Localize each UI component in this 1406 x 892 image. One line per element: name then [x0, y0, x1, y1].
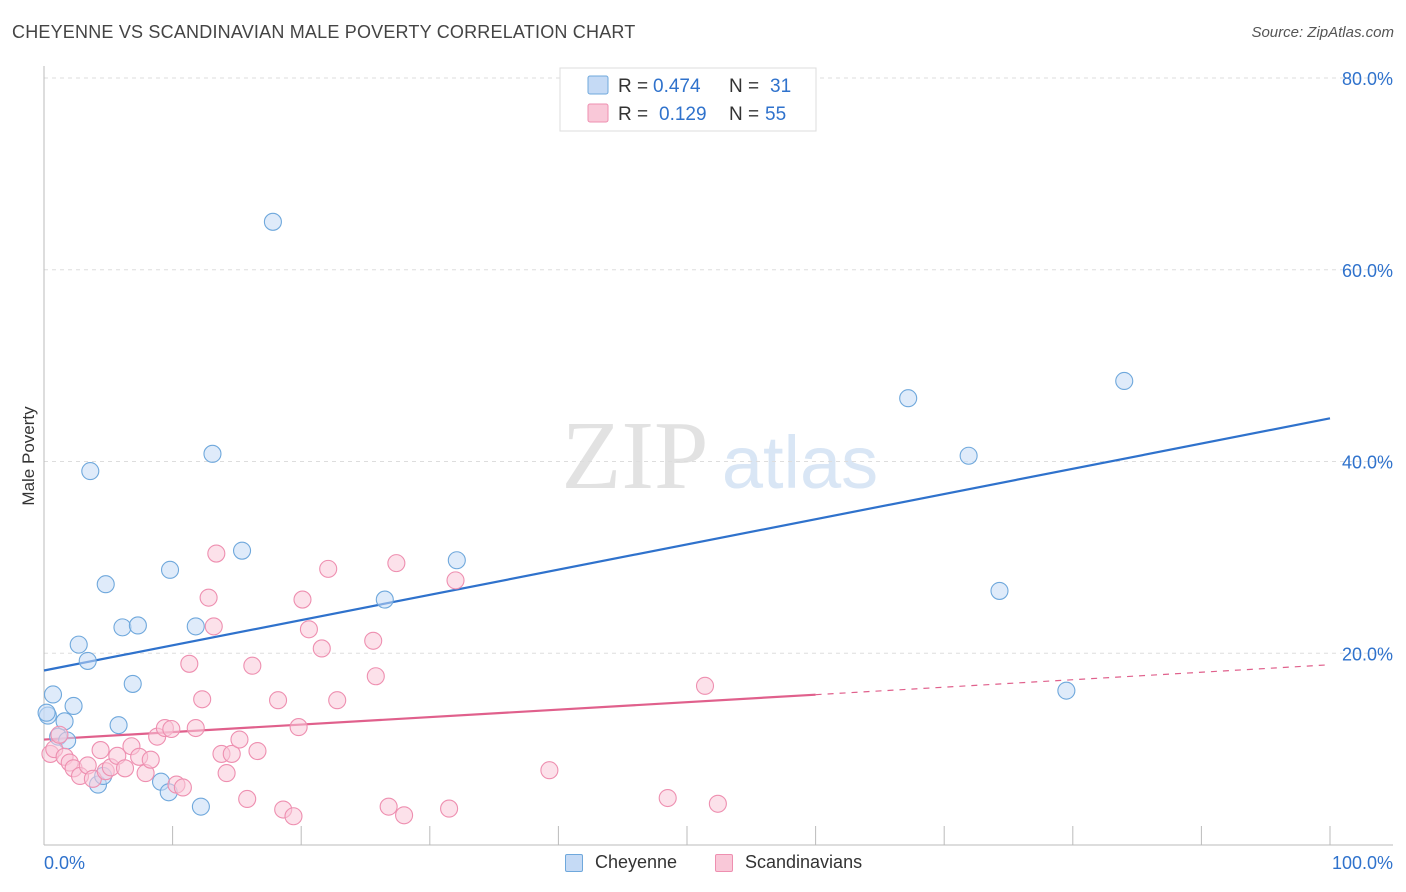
legend-n-value-scandinavians: 55	[765, 104, 786, 125]
point-cheyenne	[96, 575, 115, 594]
point-scandinavians	[248, 741, 267, 761]
y-tick-label: 20.0%	[1342, 644, 1393, 664]
point-scandinavians	[230, 730, 249, 749]
x-tick-label-min: 0.0%	[44, 853, 85, 873]
bottom-legend-swatch-cheyenne	[565, 853, 583, 872]
bottom-legend-label-cheyenne: Cheyenne	[595, 852, 678, 872]
point-scandinavians	[180, 654, 199, 673]
point-cheyenne	[43, 685, 63, 704]
point-cheyenne	[123, 674, 142, 693]
point-cheyenne	[990, 581, 1009, 600]
chart-title: CHEYENNE VS SCANDINAVIAN MALE POVERTY CO…	[12, 22, 636, 42]
point-cheyenne	[232, 541, 252, 560]
point-scandinavians	[319, 559, 338, 578]
trend-line-dashed-scandinavians	[815, 664, 1331, 696]
point-cheyenne	[128, 616, 147, 635]
bottom-legend: Cheyenne Scandinavians	[0, 852, 1406, 876]
bottom-legend-label-scandinavians: Scandinavians	[745, 852, 863, 872]
point-cheyenne	[203, 444, 222, 463]
y-axis-label: Male Poverty	[19, 406, 38, 506]
point-scandinavians	[269, 691, 288, 710]
bottom-legend-swatch-scandinavians	[715, 853, 733, 872]
legend: R = 0.474 N = 31 R = 0.129 N = 55	[559, 67, 817, 132]
point-scandinavians	[173, 778, 192, 797]
point-scandinavians	[199, 588, 218, 607]
legend-r-label-scandinavians: R =	[618, 104, 648, 125]
point-scandinavians	[312, 639, 331, 658]
point-scandinavians	[50, 725, 69, 744]
point-scandinavians	[328, 691, 347, 710]
watermark-atlas: atlas	[722, 421, 878, 504]
point-scandinavians	[299, 620, 318, 639]
point-scandinavians	[91, 741, 110, 760]
point-cheyenne	[81, 462, 100, 481]
point-scandinavians	[440, 799, 459, 818]
y-tick-label: 40.0%	[1342, 453, 1393, 473]
point-scandinavians	[387, 554, 406, 573]
x-tick-label-max: 100.0%	[1332, 853, 1393, 873]
point-scandinavians	[446, 571, 465, 590]
point-cheyenne	[1115, 371, 1134, 391]
bottom-legend-scandinavians: Scandinavians	[715, 852, 862, 873]
legend-n-label-scandinavians: N =	[729, 104, 759, 125]
point-cheyenne	[160, 560, 180, 579]
legend-swatch-cheyenne	[587, 75, 609, 95]
point-scandinavians	[238, 789, 257, 809]
point-scandinavians	[115, 759, 135, 778]
point-scandinavians	[540, 761, 559, 780]
point-cheyenne	[37, 703, 56, 722]
point-cheyenne	[899, 389, 918, 408]
y-tick-label: 60.0%	[1342, 261, 1393, 281]
point-scandinavians	[193, 690, 212, 709]
point-scandinavians	[395, 806, 414, 825]
point-scandinavians	[162, 719, 181, 739]
point-scandinavians	[222, 744, 241, 763]
legend-swatch-scandinavians	[587, 103, 609, 123]
legend-r-label-cheyenne: R =	[618, 76, 648, 97]
point-cheyenne	[959, 446, 978, 465]
point-scandinavians	[293, 590, 312, 609]
bottom-legend-cheyenne: Cheyenne	[565, 852, 677, 873]
point-cheyenne	[109, 716, 128, 735]
y-tick-label: 80.0%	[1342, 69, 1393, 89]
trend-line-cheyenne	[43, 417, 1331, 672]
point-scandinavians	[289, 718, 308, 737]
watermark-zip: ZIP	[562, 402, 709, 510]
point-scandinavians	[658, 788, 677, 808]
point-scandinavians	[217, 764, 236, 783]
legend-n-value-cheyenne: 31	[770, 76, 791, 97]
point-scandinavians	[708, 794, 727, 813]
point-scandinavians	[695, 676, 715, 695]
point-cheyenne	[64, 696, 83, 716]
point-cheyenne	[375, 590, 394, 609]
legend-n-label-cheyenne: N =	[729, 76, 759, 97]
legend-r-value-scandinavians: 0.129	[659, 104, 707, 125]
point-scandinavians	[207, 544, 226, 563]
x-ticks	[172, 826, 1331, 845]
point-cheyenne	[263, 212, 282, 231]
point-scandinavians	[366, 667, 385, 686]
gridlines	[44, 77, 1393, 654]
point-cheyenne	[186, 617, 205, 636]
point-scandinavians	[243, 656, 262, 675]
point-scandinavians	[284, 807, 303, 826]
point-cheyenne	[191, 797, 210, 816]
point-scandinavians	[141, 750, 160, 769]
point-cheyenne	[78, 651, 97, 670]
point-scandinavians	[379, 797, 398, 816]
source-label: Source: ZipAtlas.com	[1251, 24, 1394, 41]
legend-r-value-cheyenne: 0.474	[653, 76, 701, 97]
point-scandinavians	[186, 718, 205, 738]
point-scandinavians	[364, 631, 383, 650]
point-scandinavians	[204, 617, 223, 636]
y-tick-labels: 20.0% 40.0% 60.0% 80.0%	[1342, 69, 1393, 664]
point-cheyenne	[447, 551, 466, 570]
point-cheyenne	[1057, 681, 1076, 700]
point-cheyenne	[69, 635, 88, 654]
point-cheyenne	[113, 618, 132, 637]
data-points	[37, 212, 1134, 826]
